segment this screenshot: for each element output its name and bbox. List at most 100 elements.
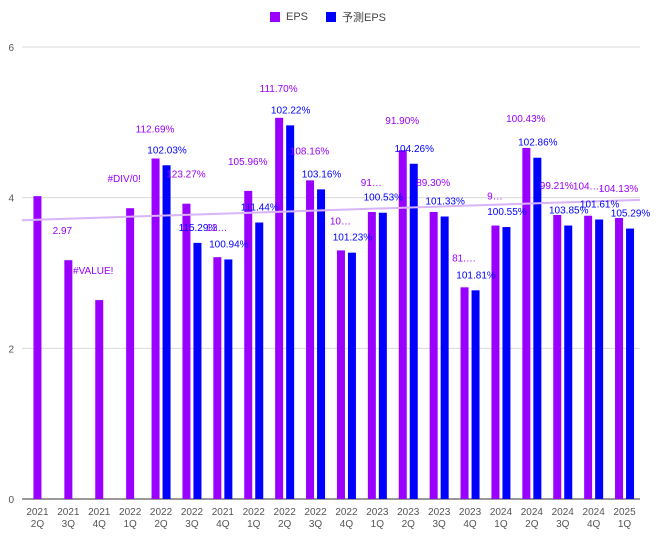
- bar-eps: [615, 218, 624, 500]
- x-tick-label-year: 2023: [397, 507, 420, 518]
- x-tick-label-year: 2024: [521, 507, 544, 518]
- data-label-eps: 99.21%: [540, 181, 574, 192]
- data-label-eps: 81.…: [452, 253, 476, 264]
- bar-eps: [491, 225, 500, 500]
- data-label-eps: 100.43%: [506, 114, 546, 125]
- bar-forecast-eps: [440, 216, 449, 499]
- data-label-forecast-eps: 104.26%: [395, 144, 435, 155]
- data-label-eps: 12…: [206, 223, 227, 234]
- legend-item-forecast-eps[interactable]: 予測EPS: [326, 9, 386, 25]
- x-tick-label-year: 2022: [243, 507, 266, 518]
- bar-forecast-eps: [502, 227, 511, 499]
- x-tick-label-quarter: 4Q: [587, 519, 601, 530]
- data-label-eps: 104.13%: [599, 184, 639, 195]
- data-label-eps: 9…: [487, 192, 503, 203]
- data-label-eps: 108.16%: [290, 146, 330, 157]
- x-tick-label-year: 2022: [335, 507, 358, 518]
- bar-eps: [182, 203, 191, 499]
- bar-eps: [553, 214, 562, 499]
- bar-forecast-eps: [162, 165, 171, 500]
- data-label-eps: 105.96%: [228, 157, 268, 168]
- bar-eps: [33, 196, 42, 499]
- bar-forecast-eps: [286, 125, 295, 499]
- data-label-eps: 104.…: [573, 182, 602, 193]
- data-label-eps: #VALUE!: [73, 266, 113, 277]
- bar-forecast-eps: [595, 219, 604, 499]
- data-label-forecast-eps: 101.23%: [333, 233, 373, 244]
- bar-eps: [126, 208, 135, 500]
- x-tick-label-quarter: 3Q: [62, 519, 76, 530]
- data-label-eps: 123.27%: [166, 170, 206, 181]
- bar-forecast-eps: [378, 212, 387, 499]
- bar-forecast-eps: [224, 259, 233, 499]
- x-tick-label-year: 2021: [26, 507, 49, 518]
- x-tick-label-year: 2022: [119, 507, 142, 518]
- data-label-eps: 112.69%: [136, 124, 175, 135]
- bar-forecast-eps: [626, 228, 635, 499]
- legend-label-eps: EPS: [285, 11, 308, 23]
- x-tick-label-quarter: 1Q: [247, 519, 261, 530]
- data-label-forecast-eps: 100.53%: [364, 193, 404, 204]
- x-tick-label-year: 2023: [366, 507, 389, 518]
- data-label-forecast-eps: 102.03%: [147, 145, 187, 156]
- bar-eps: [275, 117, 284, 500]
- trendline: [21, 198, 641, 222]
- data-label-forecast-eps: 105.29%: [611, 209, 651, 220]
- x-tick-label-year: 2025: [613, 507, 636, 518]
- x-tick-label-quarter: 2Q: [402, 519, 416, 530]
- x-tick-label-quarter: 3Q: [185, 519, 199, 530]
- bar-eps: [429, 211, 438, 500]
- bar-forecast-eps: [193, 242, 202, 499]
- bar-eps: [151, 158, 160, 499]
- data-label-forecast-eps: 101.81%: [456, 270, 496, 281]
- bar-forecast-eps: [347, 252, 356, 499]
- x-tick-label-quarter: 3Q: [432, 519, 446, 530]
- x-tick-label-quarter: 1Q: [123, 519, 137, 530]
- data-label-eps: 111.70%: [260, 84, 298, 95]
- x-tick-label-year: 2023: [428, 507, 451, 518]
- data-label-eps: 2.97: [53, 226, 73, 237]
- x-tick-label-year: 2023: [459, 507, 482, 518]
- bar-eps: [213, 257, 222, 499]
- x-tick-label-year: 2022: [150, 507, 173, 518]
- x-tick-label-quarter: 4Q: [463, 519, 477, 530]
- data-label-forecast-eps: 100.94%: [209, 239, 249, 250]
- bar-eps: [306, 180, 315, 499]
- bar-eps: [336, 250, 345, 499]
- x-tick-label-year: 2021: [88, 507, 111, 518]
- x-tick-label-quarter: 1Q: [371, 519, 385, 530]
- x-tick-label-year: 2024: [490, 507, 513, 518]
- data-label-forecast-eps: 102.86%: [518, 138, 558, 149]
- legend-label-forecast-eps: 予測EPS: [342, 12, 387, 24]
- x-tick-label-quarter: 2Q: [31, 519, 45, 530]
- legend-swatch-eps: [269, 12, 280, 22]
- y-tick-label: 2: [8, 344, 14, 355]
- data-label-forecast-eps: 100.55%: [487, 207, 527, 218]
- x-tick-label-year: 2022: [274, 507, 297, 518]
- x-tick-label-year: 2021: [57, 507, 80, 518]
- bar-eps: [64, 260, 73, 499]
- x-tick-label-quarter: 2Q: [154, 519, 168, 530]
- x-tick-label-year: 2022: [304, 507, 327, 518]
- data-label-forecast-eps: 101.61%: [580, 200, 620, 211]
- x-tick-label-quarter: 1Q: [618, 519, 632, 530]
- data-label-eps: #DIV/0!: [107, 174, 140, 185]
- x-tick-label-year: 2024: [583, 507, 606, 518]
- x-tick-label-quarter: 1Q: [494, 519, 508, 530]
- legend: EPS 予測EPS: [0, 9, 656, 25]
- data-label-forecast-eps: 115.29%: [179, 223, 218, 234]
- legend-swatch-forecast-eps: [326, 12, 336, 22]
- bar-forecast-eps: [564, 225, 573, 500]
- x-tick-label-year: 2021: [212, 507, 235, 518]
- x-tick-label-quarter: 4Q: [93, 519, 107, 530]
- x-tick-label-quarter: 4Q: [340, 519, 354, 530]
- bar-eps: [522, 147, 531, 500]
- legend-item-eps[interactable]: EPS: [269, 9, 308, 25]
- x-tick-label-quarter: 2Q: [278, 519, 292, 530]
- bar-eps: [244, 190, 253, 500]
- data-label-eps: 89.30%: [416, 178, 450, 189]
- data-label-forecast-eps: 103.85%: [549, 206, 589, 217]
- x-tick-label-quarter: 3Q: [309, 519, 323, 530]
